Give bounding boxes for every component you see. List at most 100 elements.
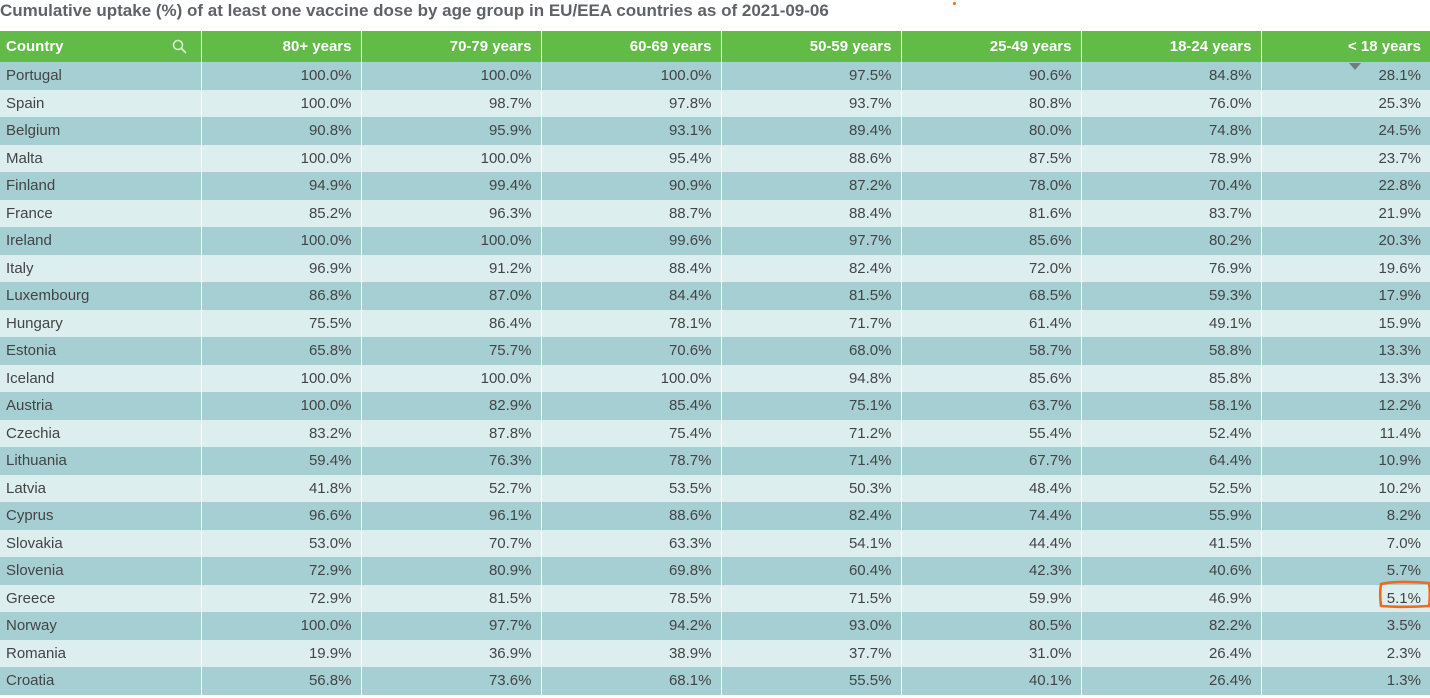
value-cell-70-79: 100.0% bbox=[361, 62, 542, 90]
value-cell-18-24: 58.1% bbox=[1081, 392, 1262, 420]
value-cell-18-24: 55.9% bbox=[1081, 502, 1262, 530]
value-cell-70-79: 95.9% bbox=[361, 117, 542, 145]
column-header-18-24[interactable]: 18-24 years bbox=[1081, 31, 1262, 62]
value-cell-60-69: 93.1% bbox=[541, 117, 722, 145]
country-cell: Norway bbox=[0, 612, 202, 640]
table-row: Estonia 65.8% 75.7% 70.6% 68.0% 58.7% 58.8% 13.… bbox=[0, 337, 1430, 365]
value-cell-50-59: 60.4% bbox=[721, 557, 902, 585]
value-cell-80plus: 85.2% bbox=[201, 199, 362, 227]
value-cell-50-59: 37.7% bbox=[721, 639, 902, 667]
column-header-80plus[interactable]: 80+ years bbox=[201, 31, 362, 62]
value-cell-70-79: 76.3% bbox=[361, 447, 542, 475]
value-cell-70-79: 87.8% bbox=[361, 419, 542, 447]
value-cell-80plus: 100.0% bbox=[201, 612, 362, 640]
country-cell: Belgium bbox=[0, 117, 202, 145]
value-cell-60-69: 78.1% bbox=[541, 309, 722, 337]
column-header-50-59[interactable]: 50-59 years bbox=[721, 31, 902, 62]
table-row: France 85.2% 96.3% 88.7% 88.4% 81.6% 83.7% 21.9… bbox=[0, 199, 1430, 227]
value-cell-70-79: 100.0% bbox=[361, 227, 542, 255]
value-cell-80plus: 65.8% bbox=[201, 337, 362, 365]
value-cell-under-18: 17.9% bbox=[1261, 282, 1430, 310]
value-cell-25-49: 78.0% bbox=[901, 172, 1082, 200]
value-cell-25-49: 48.4% bbox=[901, 474, 1082, 502]
value-cell-18-24: 52.4% bbox=[1081, 419, 1262, 447]
value-cell-70-79: 75.7% bbox=[361, 337, 542, 365]
table-row: Croatia 56.8% 73.6% 68.1% 55.5% 40.1% 26.4% 1.3… bbox=[0, 667, 1430, 695]
value-cell-70-79: 87.0% bbox=[361, 282, 542, 310]
value-cell-50-59: 82.4% bbox=[721, 502, 902, 530]
value-cell-80plus: 83.2% bbox=[201, 419, 362, 447]
value-cell-50-59: 97.5% bbox=[721, 62, 902, 90]
value-cell-50-59: 82.4% bbox=[721, 254, 902, 282]
value-cell-80plus: 53.0% bbox=[201, 529, 362, 557]
value-cell-50-59: 71.5% bbox=[721, 584, 902, 612]
value-cell-70-79: 99.4% bbox=[361, 172, 542, 200]
value-cell-70-79: 100.0% bbox=[361, 144, 542, 172]
search-icon[interactable] bbox=[172, 39, 187, 54]
table-row: Czechia 83.2% 87.8% 75.4% 71.2% 55.4% 52.4% 11.… bbox=[0, 419, 1430, 447]
value-cell-18-24: 83.7% bbox=[1081, 199, 1262, 227]
column-header-label: Country bbox=[6, 38, 64, 55]
country-cell: Ireland bbox=[0, 227, 202, 255]
value-cell-60-69: 95.4% bbox=[541, 144, 722, 172]
value-cell-18-24: 74.8% bbox=[1081, 117, 1262, 145]
column-header-country[interactable]: Country bbox=[0, 31, 202, 62]
column-header-60-69[interactable]: 60-69 years bbox=[541, 31, 722, 62]
value-cell-50-59: 50.3% bbox=[721, 474, 902, 502]
value-cell-under-18: 1.3% bbox=[1261, 667, 1430, 695]
value-cell-under-18: 10.2% bbox=[1261, 474, 1430, 502]
table-row: Latvia 41.8% 52.7% 53.5% 50.3% 48.4% 52.5% 10.2… bbox=[0, 474, 1430, 502]
value-cell-60-69: 68.1% bbox=[541, 667, 722, 695]
value-cell-25-49: 85.6% bbox=[901, 364, 1082, 392]
value-cell-70-79: 82.9% bbox=[361, 392, 542, 420]
column-header-under-18[interactable]: < 18 years bbox=[1261, 31, 1430, 62]
value-cell-under-18: 20.3% bbox=[1261, 227, 1430, 255]
value-cell-80plus: 96.9% bbox=[201, 254, 362, 282]
value-cell-under-18: 21.9% bbox=[1261, 199, 1430, 227]
country-cell: Greece bbox=[0, 584, 202, 612]
annotation-dot bbox=[953, 2, 956, 5]
value-cell-80plus: 94.9% bbox=[201, 172, 362, 200]
sort-descending-icon[interactable] bbox=[1349, 63, 1361, 71]
value-cell-25-49: 80.0% bbox=[901, 117, 1082, 145]
value-cell-25-49: 55.4% bbox=[901, 419, 1082, 447]
country-cell: Latvia bbox=[0, 474, 202, 502]
value-cell-25-49: 42.3% bbox=[901, 557, 1082, 585]
table-header-row: Country 80+ years 70-79 years 60-69 year… bbox=[0, 31, 1430, 62]
value-cell-18-24: 41.5% bbox=[1081, 529, 1262, 557]
value-cell-80plus: 100.0% bbox=[201, 364, 362, 392]
value-cell-60-69: 94.2% bbox=[541, 612, 722, 640]
value-cell-60-69: 99.6% bbox=[541, 227, 722, 255]
value-cell-80plus: 96.6% bbox=[201, 502, 362, 530]
column-header-25-49[interactable]: 25-49 years bbox=[901, 31, 1082, 62]
highlight-circle bbox=[1378, 580, 1430, 609]
value-cell-80plus: 72.9% bbox=[201, 557, 362, 585]
country-cell: Czechia bbox=[0, 419, 202, 447]
value-cell-18-24: 40.6% bbox=[1081, 557, 1262, 585]
country-cell: Romania bbox=[0, 639, 202, 667]
value-cell-50-59: 93.0% bbox=[721, 612, 902, 640]
value-cell-under-18: 28.1% bbox=[1261, 62, 1430, 90]
value-cell-18-24: 59.3% bbox=[1081, 282, 1262, 310]
value-cell-50-59: 87.2% bbox=[721, 172, 902, 200]
column-header-70-79[interactable]: 70-79 years bbox=[361, 31, 542, 62]
value-cell-70-79: 70.7% bbox=[361, 529, 542, 557]
value-cell-under-18: 15.9% bbox=[1261, 309, 1430, 337]
table-row: Italy 96.9% 91.2% 88.4% 82.4% 72.0% 76.9% 19.6% bbox=[0, 254, 1430, 282]
table-row: Belgium 90.8% 95.9% 93.1% 89.4% 80.0% 74.8% 24.… bbox=[0, 117, 1430, 145]
value-cell-50-59: 81.5% bbox=[721, 282, 902, 310]
value-cell-under-18: 5.7% bbox=[1261, 557, 1430, 585]
value-cell-25-49: 67.7% bbox=[901, 447, 1082, 475]
value-cell-60-69: 90.9% bbox=[541, 172, 722, 200]
table-row: Iceland 100.0% 100.0% 100.0% 94.8% 85.6% 85.8%… bbox=[0, 364, 1430, 392]
country-cell: Slovakia bbox=[0, 529, 202, 557]
value-cell-60-69: 97.8% bbox=[541, 89, 722, 117]
value-cell-18-24: 58.8% bbox=[1081, 337, 1262, 365]
value-cell-80plus: 75.5% bbox=[201, 309, 362, 337]
country-cell: Spain bbox=[0, 89, 202, 117]
country-cell: Austria bbox=[0, 392, 202, 420]
value-cell-25-49: 63.7% bbox=[901, 392, 1082, 420]
country-cell: Croatia bbox=[0, 667, 202, 695]
country-cell: France bbox=[0, 199, 202, 227]
table-row: Norway 100.0% 97.7% 94.2% 93.0% 80.5% 82.2% 3.5… bbox=[0, 612, 1430, 640]
